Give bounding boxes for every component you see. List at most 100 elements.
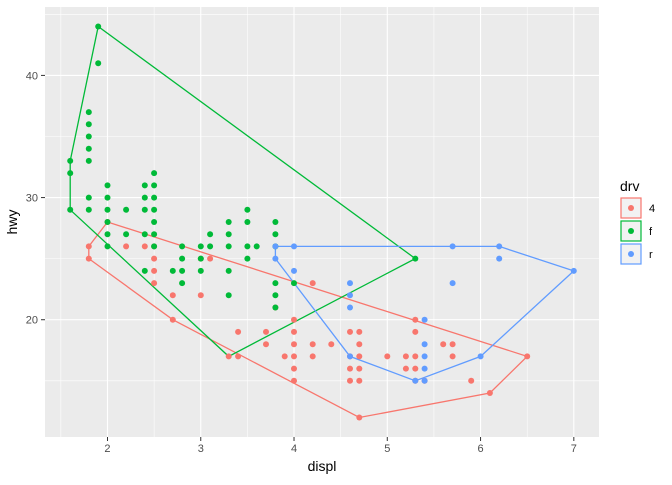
data-point-4 (235, 328, 242, 335)
legend-label-4: 4 (649, 203, 655, 215)
data-point-f (272, 280, 279, 287)
data-point-r (291, 267, 297, 274)
x-tick-label: 3 (198, 443, 204, 455)
legend: drv 4 fr (620, 178, 655, 265)
data-point-r (347, 292, 353, 299)
data-point-f (244, 255, 251, 262)
data-point-f (412, 255, 419, 262)
data-point-r (449, 280, 456, 287)
data-point-4 (197, 292, 204, 299)
data-point-f (225, 267, 232, 274)
data-point-4 (169, 316, 176, 323)
data-point-f (85, 121, 92, 128)
data-point-4 (412, 328, 419, 335)
data-point-4 (440, 341, 447, 348)
data-point-4 (356, 328, 363, 335)
data-point-r (347, 304, 353, 311)
x-tick-label: 7 (571, 443, 577, 455)
data-point-4 (412, 316, 419, 323)
data-point-f (207, 231, 214, 238)
data-point-4 (291, 316, 297, 323)
data-point-f (95, 23, 102, 30)
data-point-f (197, 255, 204, 262)
data-point-f (85, 157, 92, 164)
data-point-r (421, 353, 428, 360)
data-point-f (169, 267, 176, 274)
data-point-4 (347, 328, 353, 335)
legend-marker-f (628, 228, 634, 234)
data-point-4 (356, 341, 363, 348)
data-point-f (85, 206, 92, 213)
data-point-f (104, 206, 111, 213)
data-point-4 (309, 353, 316, 360)
data-point-f (67, 157, 74, 164)
data-point-4 (291, 328, 297, 335)
legend-marker-r (628, 251, 634, 257)
data-point-f (85, 145, 92, 152)
data-point-f (244, 219, 251, 225)
legend-label-f: f (649, 226, 653, 238)
data-point-4 (263, 341, 269, 348)
legend-marker-4 (628, 205, 634, 211)
data-point-f (197, 243, 204, 250)
data-point-f (291, 280, 297, 287)
data-point-r (496, 243, 503, 250)
data-point-f (85, 109, 92, 116)
data-point-4 (449, 353, 456, 360)
data-point-4 (151, 280, 158, 287)
data-point-r (412, 377, 419, 384)
data-point-r (449, 243, 456, 250)
data-point-r (421, 341, 428, 348)
data-point-4 (207, 255, 214, 262)
data-point-f (244, 243, 251, 250)
data-point-f (67, 170, 74, 177)
data-point-f (151, 170, 158, 177)
x-tick-label: 2 (104, 443, 110, 455)
y-axis-title: hwy (4, 210, 20, 235)
data-point-4 (356, 353, 363, 360)
data-point-f (141, 182, 148, 189)
data-point-r (421, 377, 428, 384)
data-point-4 (85, 243, 92, 250)
data-point-4 (402, 365, 409, 372)
x-tick-label: 5 (384, 443, 390, 455)
data-point-4 (347, 365, 353, 372)
data-point-4 (291, 341, 297, 348)
data-point-r (496, 255, 503, 262)
data-point-4 (263, 328, 269, 335)
data-point-f (141, 206, 148, 213)
data-point-f (225, 231, 232, 238)
x-axis-title: displ (308, 458, 337, 474)
data-point-f (104, 194, 111, 201)
y-tick-label: 40 (26, 70, 38, 82)
data-point-f (151, 243, 158, 250)
data-point-4 (402, 353, 409, 360)
hull-4 (88, 221, 529, 419)
data-point-4 (449, 341, 456, 348)
data-point-f (104, 182, 111, 189)
data-point-f (272, 292, 279, 299)
data-point-f (104, 231, 111, 238)
data-point-f (225, 243, 232, 250)
data-point-r (570, 267, 577, 274)
data-point-f (179, 243, 186, 250)
axis-layer: 2 3 4 5 6 7 20 30 40 (26, 70, 577, 455)
data-point-f (207, 243, 214, 250)
data-point-f (253, 243, 260, 250)
data-point-r (421, 365, 428, 372)
data-point-f (85, 133, 92, 140)
data-point-4 (328, 341, 335, 348)
data-point-4 (356, 414, 363, 421)
data-point-f (123, 206, 130, 213)
data-point-f (225, 219, 232, 225)
data-point-f (141, 267, 148, 274)
data-point-4 (235, 353, 242, 360)
data-point-f (272, 231, 279, 238)
x-tick-label: 4 (291, 443, 297, 455)
data-point-f (95, 60, 102, 67)
panel-background (45, 7, 599, 437)
data-point-4 (225, 353, 232, 360)
data-point-r (347, 280, 353, 287)
data-point-4 (347, 377, 353, 384)
data-point-4 (468, 377, 475, 384)
